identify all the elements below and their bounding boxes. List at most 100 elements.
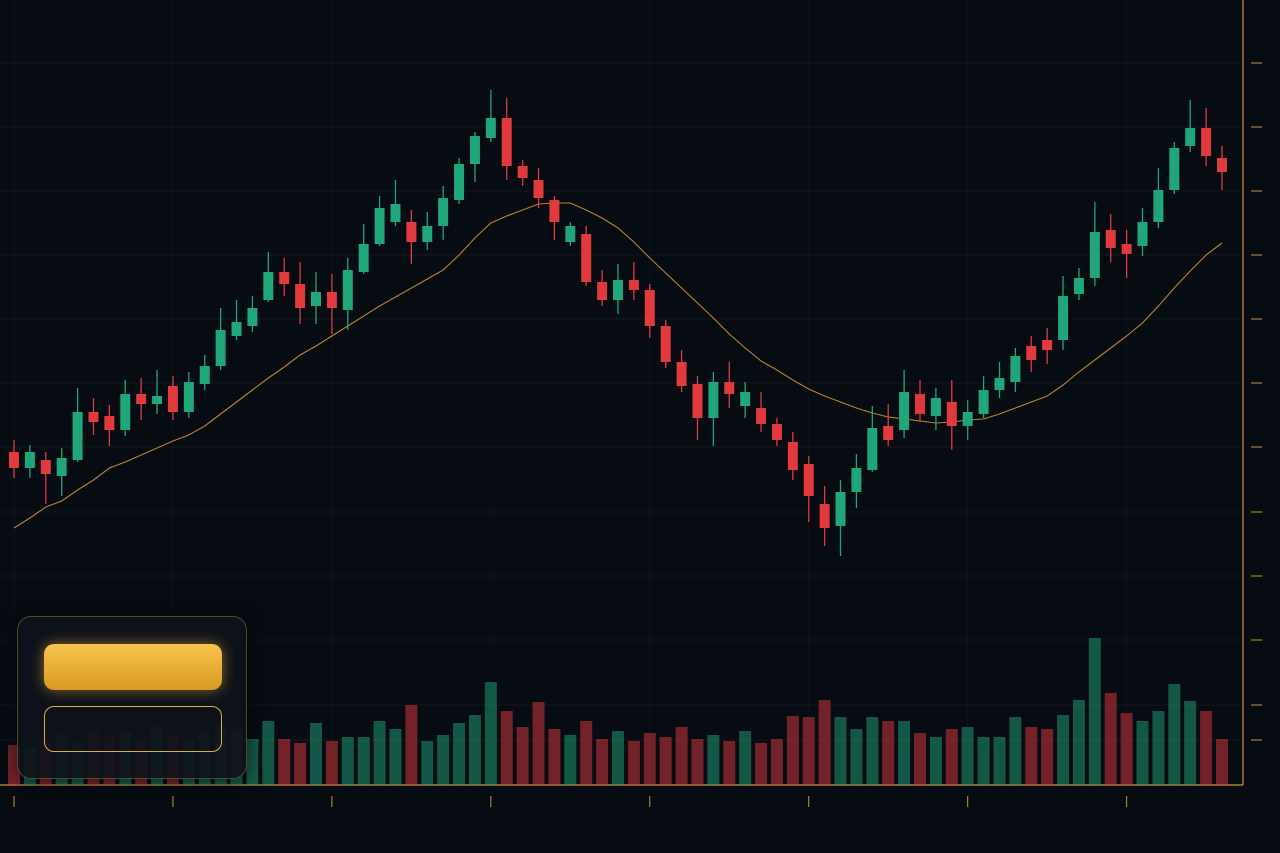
candle-body — [358, 244, 369, 272]
candle-body — [819, 504, 830, 528]
candle-body — [247, 308, 258, 326]
volume-bar — [548, 729, 561, 785]
candle-body — [740, 392, 751, 406]
volume-bar — [1025, 727, 1038, 785]
candle-body — [342, 270, 353, 310]
volume-bar — [1216, 739, 1228, 785]
candle-body — [1042, 340, 1053, 350]
candle-body — [597, 282, 608, 300]
volume-bar — [1104, 693, 1117, 785]
volume-bar — [325, 741, 338, 785]
candle-body — [231, 322, 242, 336]
volume-bar — [421, 741, 434, 785]
candle-body — [1185, 128, 1196, 146]
candle-body — [724, 382, 735, 394]
volume-bar — [739, 731, 752, 785]
candle-body — [167, 386, 178, 412]
volume-bar — [1120, 713, 1133, 785]
volume-bar — [389, 729, 402, 785]
secondary-button[interactable] — [44, 706, 222, 752]
volume-bar — [278, 739, 291, 785]
volume-bar — [993, 737, 1006, 785]
volume-bar — [405, 705, 418, 785]
moving-average-line — [13, 202, 1223, 529]
volume-bar — [1184, 701, 1197, 785]
volume-bar — [627, 741, 640, 785]
volume-bar — [437, 735, 450, 785]
candle-body — [422, 226, 433, 242]
candle-body — [104, 416, 115, 430]
volume-bar — [1009, 717, 1022, 785]
candle-body — [1169, 148, 1180, 190]
volume-bar — [834, 717, 847, 785]
candle-body — [994, 378, 1005, 390]
volume-bar — [786, 716, 799, 785]
volume-bar — [564, 735, 577, 785]
candle-body — [628, 280, 639, 290]
candle-body — [9, 452, 19, 468]
candle-body — [883, 426, 894, 440]
candle-body — [295, 284, 306, 308]
volume-bar — [1152, 711, 1165, 785]
volume-bar — [1072, 700, 1085, 785]
candle-body — [565, 226, 576, 242]
volume-bar — [929, 737, 942, 785]
volume-bar — [675, 727, 688, 785]
volume-bar — [898, 721, 911, 785]
candle-body — [469, 136, 480, 164]
candle-body — [263, 272, 274, 300]
candle-body — [676, 362, 687, 386]
candle-body — [454, 164, 465, 200]
candle-body — [1153, 190, 1164, 222]
volume-bar — [596, 739, 609, 785]
volume-bar — [294, 743, 307, 785]
volume-bar — [532, 702, 545, 785]
candle-body — [199, 366, 210, 384]
candle-body — [533, 180, 544, 198]
candle-body — [24, 452, 35, 468]
primary-button[interactable] — [44, 644, 222, 690]
candle-body — [279, 272, 290, 284]
candle-body — [311, 292, 321, 306]
volume-bar — [977, 737, 990, 785]
candle-body — [1105, 230, 1116, 248]
candle-body — [215, 330, 226, 366]
candle-body — [613, 280, 623, 300]
candle-body — [851, 468, 862, 492]
candle-body — [1058, 296, 1069, 340]
candle-body — [438, 198, 449, 226]
volume-bar — [691, 739, 704, 785]
candle-body — [899, 392, 910, 430]
candle-body — [867, 428, 878, 470]
candle-body — [56, 458, 67, 476]
candle-body — [692, 384, 703, 418]
order-panel — [17, 616, 247, 779]
candle-body — [485, 118, 496, 138]
volume-bar — [961, 727, 974, 785]
candle-body — [1089, 232, 1100, 278]
candle-body — [756, 408, 767, 424]
candle-body — [1121, 244, 1132, 254]
volume-bar — [770, 739, 783, 785]
volume-bar — [659, 737, 672, 785]
volume-bar — [341, 737, 354, 785]
volume-bar — [580, 721, 593, 785]
volume-bar — [850, 729, 863, 785]
candle-body — [152, 396, 163, 404]
volume-bar — [866, 717, 879, 785]
candle-body — [406, 222, 417, 242]
volume-bar — [516, 727, 529, 785]
candle-body — [1201, 128, 1212, 156]
candle-body — [708, 382, 719, 418]
candle-body — [40, 460, 51, 474]
candle-body — [326, 292, 337, 308]
volume-bar — [500, 711, 513, 785]
candle-body — [549, 200, 560, 222]
candle-body — [946, 402, 957, 426]
volume-bar — [1136, 721, 1149, 785]
candle-body — [120, 394, 131, 430]
volume-bar — [468, 715, 481, 785]
candle-body — [787, 442, 798, 470]
